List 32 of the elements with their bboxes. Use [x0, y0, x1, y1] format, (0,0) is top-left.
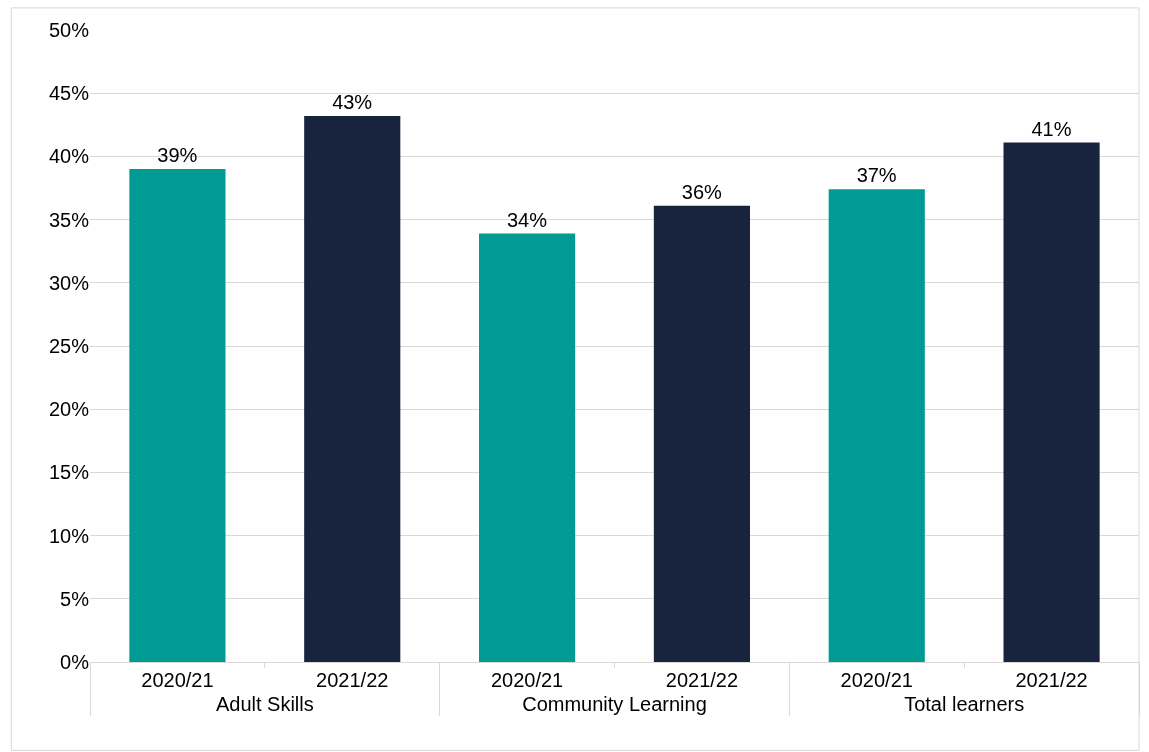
bar	[304, 115, 401, 662]
data-label: 36%	[681, 180, 723, 203]
series-label: 2020/21	[141, 669, 214, 691]
y-tick-label: 0%	[60, 651, 90, 673]
data-label: 37%	[856, 164, 897, 187]
bar	[129, 169, 226, 662]
y-tick-label: 15%	[48, 461, 90, 484]
data-label: 43%	[332, 90, 373, 113]
y-tick-label: 40%	[48, 145, 90, 168]
data-label: 41%	[1031, 117, 1072, 140]
data-label: 39%	[157, 144, 198, 167]
x-tick-label: Adult Skills	[215, 693, 314, 715]
y-tick-label: 45%	[48, 82, 90, 105]
text: 2021/22	[665, 669, 739, 691]
y-tick-label: 50%	[48, 19, 90, 41]
y-tick-label: 25%	[48, 335, 90, 357]
y-tick-label: 35%	[48, 208, 90, 231]
y-tick-label: 5%	[60, 587, 90, 610]
data-label: 34%	[506, 208, 548, 231]
x-tick-label: Total learners	[904, 693, 1025, 715]
text: 2021/22	[1015, 669, 1088, 691]
series-label: 2021/22	[316, 669, 389, 691]
y-tick-label: 30%	[48, 271, 90, 294]
bar	[828, 189, 925, 662]
x-tick-label: Community Learning	[522, 693, 707, 715]
bar	[1003, 142, 1100, 662]
y-tick-label: 20%	[48, 398, 90, 421]
text: 2020/21	[490, 669, 564, 691]
text: 2020/21	[840, 669, 913, 691]
bar	[479, 233, 576, 662]
bar	[653, 205, 750, 662]
y-tick-label: 10%	[48, 524, 90, 547]
